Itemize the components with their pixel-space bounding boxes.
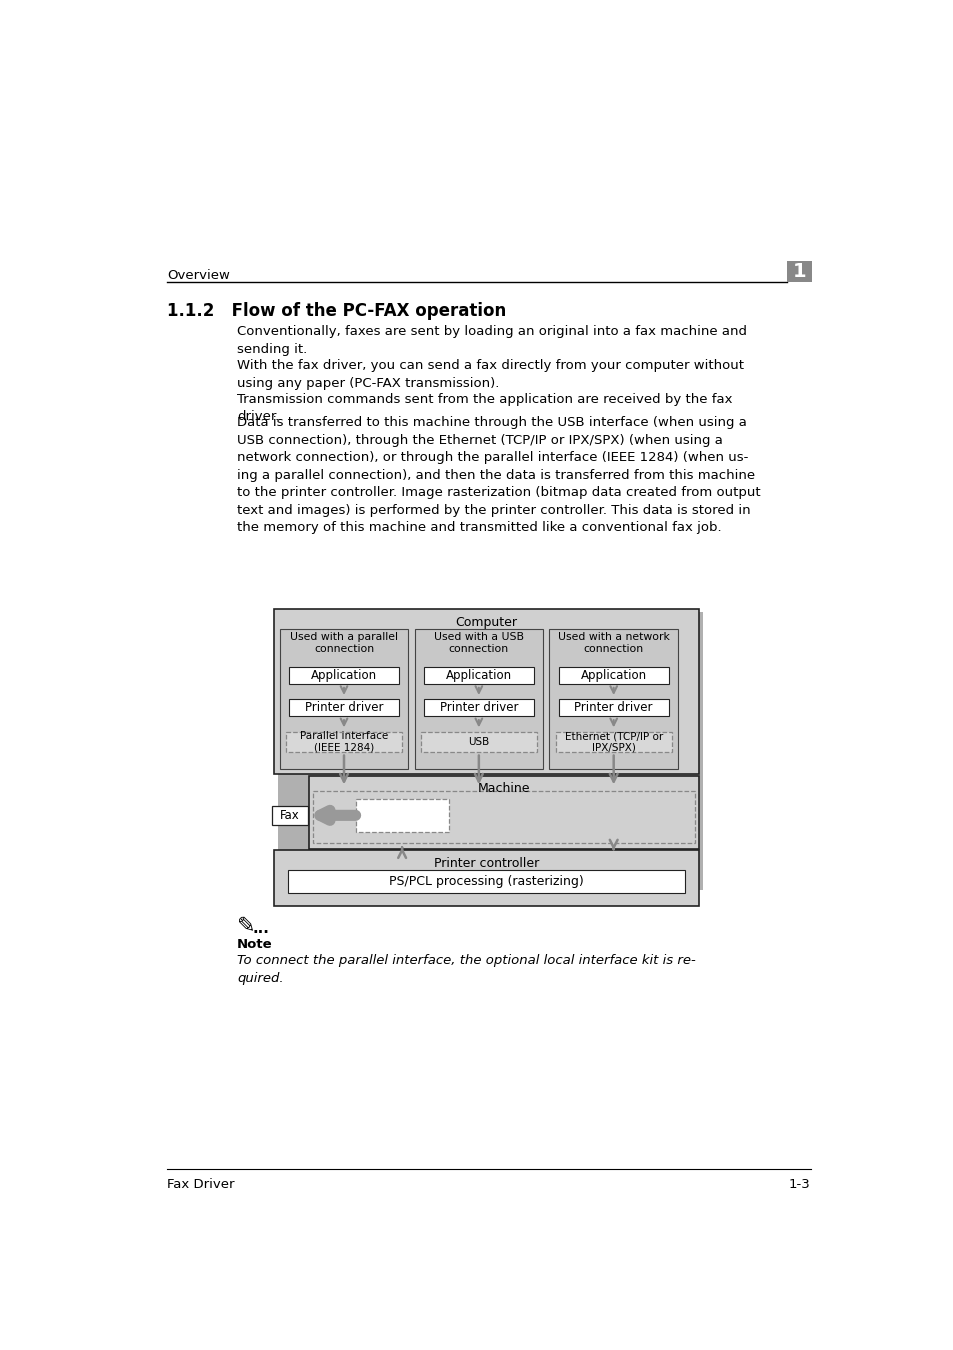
Text: 1: 1: [792, 262, 805, 281]
Bar: [355, 799, 448, 832]
Bar: [549, 629, 678, 768]
Text: 1-3: 1-3: [788, 1179, 810, 1192]
Bar: [289, 667, 398, 684]
Bar: [558, 699, 668, 717]
Text: Computer: Computer: [456, 617, 517, 629]
Bar: [274, 850, 699, 906]
Bar: [274, 609, 699, 774]
Bar: [558, 667, 668, 684]
Text: Fax Driver: Fax Driver: [167, 1179, 234, 1192]
Text: Printer driver: Printer driver: [574, 702, 652, 714]
Bar: [555, 732, 671, 752]
Text: To connect the parallel interface, the optional local interface kit is re-
quire: To connect the parallel interface, the o…: [236, 953, 695, 984]
Bar: [288, 871, 684, 894]
Text: PS/PCL processing (rasterizing): PS/PCL processing (rasterizing): [389, 875, 583, 888]
Text: 1.1.2   Flow of the PC-FAX operation: 1.1.2 Flow of the PC-FAX operation: [167, 302, 506, 320]
Bar: [423, 667, 534, 684]
Bar: [786, 261, 811, 282]
Text: Ethernet (TCP/IP or
IPX/SPX): Ethernet (TCP/IP or IPX/SPX): [564, 730, 662, 752]
Text: ✎: ✎: [236, 917, 255, 937]
Text: Fax: Fax: [279, 809, 299, 822]
Text: With the fax driver, you can send a fax directly from your computer without
usin: With the fax driver, you can send a fax …: [236, 359, 743, 390]
Bar: [278, 613, 702, 890]
Bar: [289, 699, 398, 717]
Bar: [272, 806, 307, 825]
Bar: [420, 732, 537, 752]
Text: Note: Note: [236, 938, 273, 952]
Bar: [423, 699, 534, 717]
Bar: [286, 732, 402, 752]
Text: Application: Application: [445, 670, 512, 682]
Text: USB: USB: [468, 737, 489, 747]
Text: Used with a USB
connection: Used with a USB connection: [434, 632, 523, 653]
Text: Overview: Overview: [167, 270, 230, 282]
Bar: [279, 629, 408, 768]
Text: Application: Application: [580, 670, 646, 682]
Text: Printer driver: Printer driver: [439, 702, 517, 714]
Bar: [309, 776, 699, 849]
Bar: [313, 791, 695, 842]
Text: Transmission commands sent from the application are received by the fax
driver.: Transmission commands sent from the appl…: [236, 393, 732, 424]
Text: Used with a parallel
connection: Used with a parallel connection: [290, 632, 397, 653]
Text: Used with a network
connection: Used with a network connection: [558, 632, 669, 653]
Text: ...: ...: [253, 921, 269, 936]
Text: Data is transferred to this machine through the USB interface (when using a
USB : Data is transferred to this machine thro…: [236, 416, 760, 535]
Text: Conventionally, faxes are sent by loading an original into a fax machine and
sen: Conventionally, faxes are sent by loadin…: [236, 325, 746, 356]
Text: Parallel interface
(IEEE 1284): Parallel interface (IEEE 1284): [299, 730, 388, 752]
Text: Printer driver: Printer driver: [304, 702, 383, 714]
Text: Application: Application: [311, 670, 376, 682]
Text: Machine: Machine: [477, 782, 530, 795]
Bar: [415, 629, 542, 768]
Text: Printer controller: Printer controller: [434, 856, 538, 869]
